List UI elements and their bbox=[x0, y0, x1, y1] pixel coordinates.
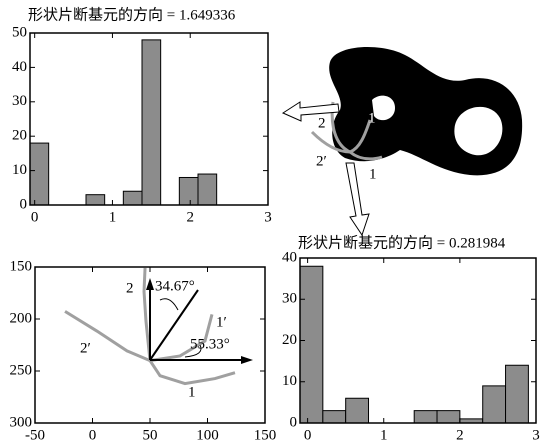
bar bbox=[323, 411, 346, 423]
x-tick-label: 0 bbox=[89, 427, 97, 443]
curve bbox=[150, 361, 235, 384]
arrow bbox=[346, 163, 369, 235]
annotation: 55.33° bbox=[190, 336, 230, 352]
y-tick-label: 30 bbox=[12, 93, 27, 109]
figure: 形状片断基元的方向 = 1.649336 形状片断基元的方向 = 0.28198… bbox=[0, 0, 554, 447]
y-tick-label: 0 bbox=[20, 196, 28, 212]
page: 形状片断基元的方向 = 1.649336 形状片断基元的方向 = 0.28198… bbox=[0, 0, 554, 447]
x-tick-label: 2 bbox=[456, 427, 464, 443]
shape-image: 2 1′ 2′ 1 bbox=[283, 47, 522, 235]
bar bbox=[86, 195, 105, 205]
y-tick-label: 150 bbox=[10, 258, 33, 274]
bar bbox=[123, 191, 142, 205]
x-tick-label: 0 bbox=[304, 427, 312, 443]
x-tick-label: -50 bbox=[25, 427, 45, 443]
y-tick-label: 0 bbox=[290, 414, 298, 430]
y-tick-label: 10 bbox=[12, 162, 27, 178]
y-tick-label: 10 bbox=[282, 373, 297, 389]
arrow-head bbox=[146, 278, 154, 290]
arrow-head bbox=[241, 356, 253, 364]
bar bbox=[414, 411, 437, 423]
bar bbox=[506, 365, 529, 423]
chart-title: 形状片断基元的方向 = 1.649336 bbox=[28, 6, 236, 23]
arrow bbox=[283, 102, 339, 121]
curve-label: 1′ bbox=[216, 314, 227, 330]
annotation: 34.67° bbox=[155, 278, 195, 294]
shape-label: 2′ bbox=[316, 153, 327, 169]
y-tick-label: 40 bbox=[282, 249, 297, 265]
x-tick-label: 1 bbox=[109, 209, 117, 225]
bar bbox=[483, 386, 506, 423]
x-tick-label: 2 bbox=[186, 209, 194, 225]
y-tick-label: 250 bbox=[10, 362, 33, 378]
y-tick-label: 30 bbox=[282, 291, 297, 307]
curve bbox=[65, 311, 150, 360]
chart-title: 形状片断基元的方向 = 0.281984 bbox=[298, 234, 506, 251]
curve-label: 1 bbox=[188, 384, 196, 400]
bar bbox=[198, 174, 217, 205]
y-tick-label: 200 bbox=[10, 310, 33, 326]
bar bbox=[30, 143, 49, 205]
y-tick-label: 40 bbox=[12, 59, 27, 75]
x-tick-label: 0 bbox=[31, 209, 39, 225]
angle-arc bbox=[160, 299, 178, 310]
curve-label: 2′ bbox=[80, 340, 91, 356]
bar bbox=[437, 411, 460, 423]
bar bbox=[142, 40, 161, 205]
shape-label: 2 bbox=[318, 115, 326, 131]
y-tick-label: 20 bbox=[12, 128, 27, 144]
y-tick-label: 50 bbox=[12, 24, 27, 40]
x-tick-label: 3 bbox=[532, 427, 540, 443]
bar bbox=[179, 177, 198, 205]
shape-label: 1 bbox=[369, 166, 377, 182]
shape-label: 1′ bbox=[368, 110, 379, 126]
x-tick-label: 3 bbox=[264, 209, 272, 225]
x-tick-label: 100 bbox=[196, 427, 219, 443]
bar bbox=[300, 266, 323, 423]
y-tick-label: 20 bbox=[282, 332, 297, 348]
curve-label: 2 bbox=[126, 280, 134, 296]
x-tick-label: 1 bbox=[380, 427, 388, 443]
x-tick-label: 50 bbox=[143, 427, 158, 443]
x-tick-label: 150 bbox=[254, 427, 277, 443]
bar bbox=[346, 398, 369, 423]
